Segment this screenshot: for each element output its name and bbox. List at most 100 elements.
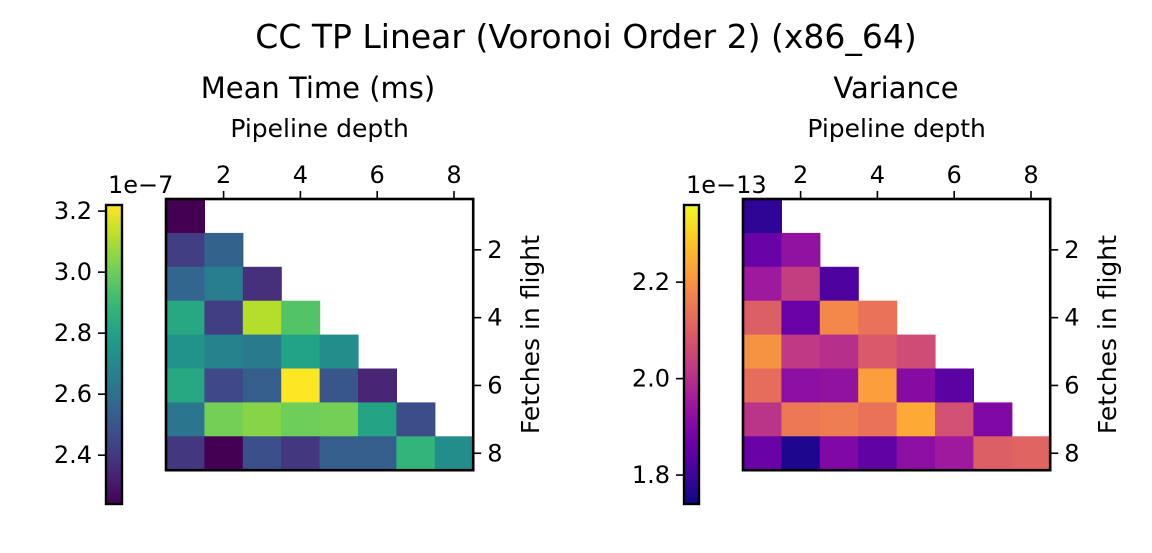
heatmap-cell [281,402,321,437]
mean-time-panel: Mean Time (ms) Pipeline depth 2 4 6 8 2 4 6 8 Fetc… [54,71,545,506]
heatmap-cell [781,334,821,370]
heatmap-cell [166,402,205,437]
x-tick-label: 6 [370,161,385,189]
colorbar-tick-label: 2.2 [632,268,670,296]
heatmap-cell [319,436,359,471]
heatmap-cell [166,266,205,302]
heatmap-cell [781,368,821,403]
heatmap-cell [396,436,436,471]
heatmap-cell [204,334,244,370]
heatmap-cell [319,402,359,437]
colorbar [684,205,699,504]
x-tick-label: 8 [446,161,461,189]
heatmap-cell [242,334,282,370]
heatmap-cell [819,300,859,336]
heatmap-cell [166,334,205,370]
heatmap-cell [858,436,898,471]
x-tick-label: 8 [1023,161,1038,189]
heatmap-cell [242,368,282,403]
x-tick-label: 6 [947,161,962,189]
heatmap-cell [896,436,936,471]
colorbar-tick-label: 3.0 [54,258,92,286]
heatmap-cell [781,232,821,268]
colorbar-tick-label: 3.2 [54,197,92,225]
heatmap-cell [858,402,898,437]
heatmap-cell [743,199,782,234]
heatmap-cell [166,300,205,336]
heatmap-cell [166,368,205,403]
heatmap-cell [819,402,859,437]
heatmap-cell [819,368,859,403]
x-axis-label: Pipeline depth [807,114,986,143]
heatmap-cell [743,300,782,336]
axes-frame [164,197,475,472]
colorbar-tick-label: 1.8 [632,461,670,489]
heatmap-cell [319,334,359,370]
heatmap-cell [281,300,321,336]
heatmap-cell [781,402,821,437]
heatmap-cell [242,300,282,336]
y-tick-label: 4 [1064,304,1079,332]
colorbar-tick-label: 2.4 [54,441,92,469]
heatmap-cell [358,402,397,437]
heatmap-cell [204,300,244,336]
heatmap-cell [434,436,474,471]
subplot-title: Mean Time (ms) [201,71,435,105]
heatmap-cell [819,334,859,370]
colorbar-tick-label: 2.8 [54,319,92,347]
axes-frame [741,197,1052,472]
x-tick-label: 2 [216,161,231,189]
heatmap-cell [858,368,898,403]
heatmap-cell [396,402,436,437]
heatmap-cell [281,334,321,370]
heatmap-cell [204,266,244,302]
x-tick-label: 2 [793,161,808,189]
colorbar-frame [104,203,124,506]
heatmap-cell [743,436,782,471]
heatmap-cell [935,402,974,437]
heatmap-cell [819,436,859,471]
y-tick-label: 2 [487,236,502,264]
heatmap-cell [166,199,205,234]
heatmap-cell [743,232,782,268]
heatmap-cell [242,436,282,471]
heatmap-cell [358,436,397,471]
heatmap-cell [896,402,936,437]
heatmap-cell [743,402,782,437]
heatmap-cell [166,232,205,268]
colorbar-tick-label: 2.6 [54,380,92,408]
heatmap-cell [819,266,859,302]
colorbar-tick-label: 2.0 [632,365,670,393]
heatmap-cell [935,368,974,403]
variance-panel: Variance Pipeline depth 2 4 6 8 2 4 6 8 Fetches in… [632,71,1122,506]
colorbar [106,205,122,504]
heatmap-cell [743,368,782,403]
heatmap-cell [358,368,397,403]
y-axis-label: Fetches in flight [516,235,545,434]
heatmap-cell [319,368,359,403]
heatmap-cell [858,334,898,370]
heatmap-cell [935,436,974,471]
heatmap-cell [204,436,244,471]
colorbar-scale-label: 1e−13 [686,171,767,199]
heatmap-cell [204,368,244,403]
y-tick-label: 4 [487,304,502,332]
y-tick-label: 6 [487,371,502,399]
heatmap-cell [973,436,1013,471]
colorbar-frame [682,203,701,506]
heatmap-cell [242,266,282,302]
colorbar-scale-label: 1e−7 [108,171,173,199]
heatmap-cell [973,402,1013,437]
heatmap-cell [281,368,321,403]
heatmap-cell [281,436,321,471]
y-axis-label: Fetches in flight [1093,235,1122,434]
heatmap-cell [781,266,821,302]
figure-title: CC TP Linear (Voronoi Order 2) (x86_64) [255,17,916,56]
heatmap-cell [1011,436,1051,471]
heatmap-cell [858,300,898,336]
x-tick-label: 4 [870,161,885,189]
x-tick-label: 4 [293,161,308,189]
heatmap-cell [896,334,936,370]
heatmap-cell [242,402,282,437]
